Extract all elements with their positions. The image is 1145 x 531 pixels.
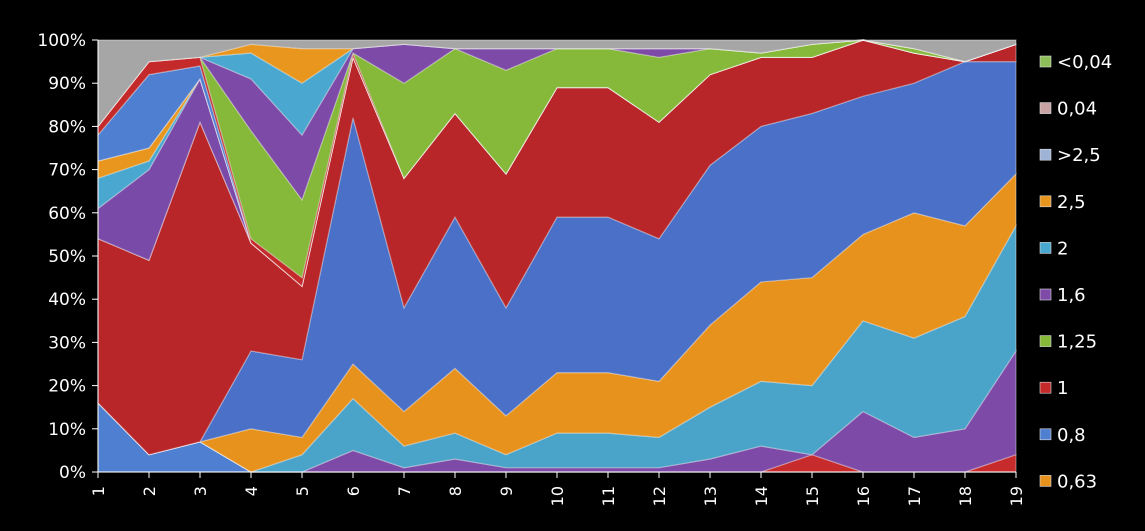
y-tick-label: 20%: [48, 377, 86, 397]
x-tick-label: 12: [650, 486, 669, 506]
y-tick-label: 40%: [48, 290, 86, 310]
x-axis: 1 2 3 4 5 6 7 8 9 10 11 12 13 14 15 16 17 18 19: [89, 471, 1026, 506]
x-tick-label: 1: [89, 486, 108, 496]
legend-swatch: [1039, 242, 1052, 254]
x-tick-label: 15: [803, 486, 822, 506]
legend-label: 0,04: [1057, 99, 1097, 120]
legend-swatch: [1039, 381, 1052, 394]
legend-label: 0,8: [1057, 425, 1086, 446]
series-area-6: [97, 39, 1017, 456]
x-tick-label: 5: [293, 486, 312, 496]
series-areas: [97, 39, 1017, 473]
legend-label: 1,25: [1057, 332, 1097, 353]
x-tick-label: 11: [599, 486, 618, 506]
legend-swatch: [1039, 102, 1052, 114]
legend-label: <0,04: [1057, 52, 1112, 73]
legend-label: 1,6: [1057, 285, 1086, 306]
legend-swatch: [1039, 195, 1052, 208]
x-tick-label: 6: [344, 486, 363, 496]
y-tick-label: 80%: [48, 117, 86, 137]
x-tick-label: 17: [905, 486, 924, 506]
legend: <0,04 0,04 >2,5 2,5 2 1,6 1,25 1 0,8 0,63: [1039, 52, 1112, 492]
x-tick-label: 9: [497, 486, 516, 496]
x-tick-label: 10: [548, 486, 567, 506]
legend-swatch: [1039, 475, 1052, 487]
y-tick-label: 70%: [48, 161, 86, 181]
y-tick-label: 10%: [48, 420, 86, 440]
x-tick-label: 3: [191, 486, 210, 496]
x-tick-label: 14: [752, 486, 771, 506]
x-tick-label: 2: [140, 486, 159, 496]
y-tick-label: 0%: [59, 463, 86, 483]
legend-swatch: [1039, 148, 1052, 161]
x-tick-label: 13: [701, 486, 720, 506]
y-axis: 0% 10% 20% 30% 40% 50% 60% 70% 80% 90% 100%: [37, 31, 99, 483]
legend-label: 0,63: [1057, 471, 1097, 492]
legend-swatch: [1039, 428, 1052, 441]
legend-label: >2,5: [1057, 145, 1101, 166]
x-tick-label: 8: [446, 486, 465, 496]
y-tick-label: 60%: [48, 204, 86, 224]
legend-label: 2: [1057, 238, 1068, 259]
x-tick-label: 16: [854, 486, 873, 506]
series-area-18: [97, 39, 1017, 129]
y-tick-label: 90%: [48, 74, 86, 94]
legend-swatch: [1039, 288, 1052, 301]
y-tick-label: 50%: [48, 247, 86, 267]
x-tick-label: 7: [395, 486, 414, 496]
legend-label: 2,5: [1057, 192, 1086, 213]
x-tick-label: 4: [242, 486, 261, 496]
y-tick-label: 100%: [37, 31, 86, 51]
x-tick-label: 19: [1007, 486, 1026, 506]
legend-swatch: [1039, 335, 1052, 347]
y-tick-label: 30%: [48, 333, 86, 353]
legend-label: 1: [1057, 378, 1068, 399]
legend-swatch: [1039, 55, 1052, 68]
x-tick-label: 18: [956, 486, 975, 506]
